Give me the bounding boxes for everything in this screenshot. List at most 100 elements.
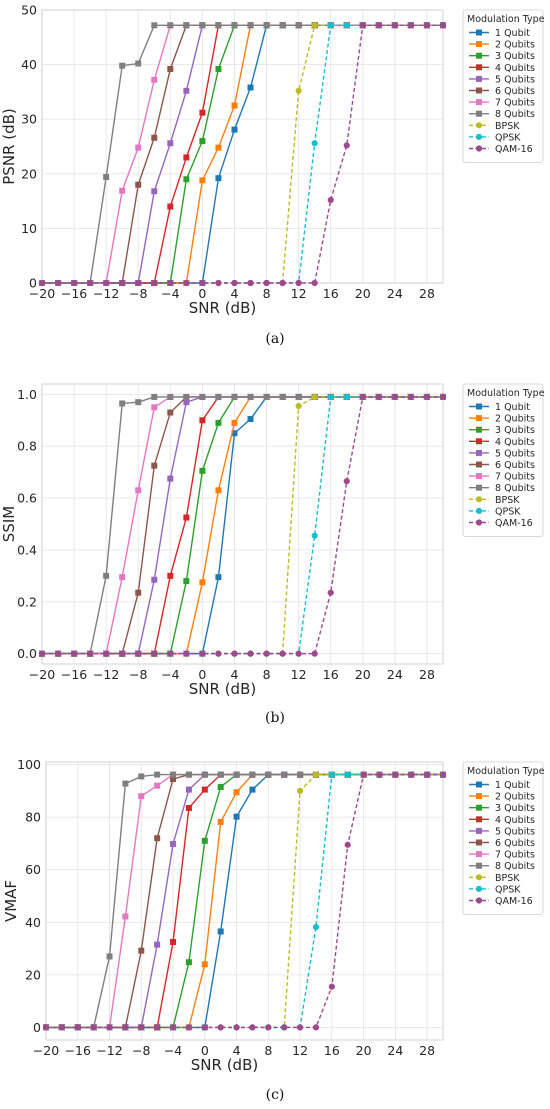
- chart-psnr: −20 −16 −12 −8 −4 0 4 8 12 16 20 24 28 0 10 20 30 40 50 SNR…: [0, 3, 545, 348]
- legend-box: [462, 761, 544, 916]
- data-point: [106, 1024, 113, 1031]
- data-point: [247, 22, 254, 29]
- series-group: [38, 393, 447, 657]
- data-point: [247, 84, 254, 91]
- panel-caption: (c): [266, 1087, 285, 1103]
- x-tick-label: 0: [198, 667, 206, 682]
- x-tick-label: −16: [61, 667, 87, 682]
- data-point: [106, 953, 113, 960]
- data-point: [215, 419, 222, 426]
- data-point: [215, 175, 222, 182]
- legend-label: 4 Qubits: [495, 63, 535, 74]
- data-point: [199, 109, 206, 116]
- legend-label: 8 Qubits: [495, 861, 535, 872]
- legend-entry: 8 Qubits: [469, 483, 535, 494]
- data-point: [201, 1024, 208, 1031]
- x-tick-label: 28: [419, 286, 435, 301]
- data-point: [154, 1024, 161, 1031]
- legend-title: Modulation Type: [467, 14, 545, 25]
- data-point: [311, 22, 318, 29]
- data-point: [359, 22, 366, 29]
- data-point: [201, 961, 208, 968]
- data-point: [151, 576, 158, 583]
- legend-label: QAM-16: [495, 518, 533, 529]
- legend-swatch-marker: [475, 133, 483, 140]
- legend-swatch-marker: [476, 839, 482, 846]
- data-point: [295, 22, 302, 29]
- legend-swatch-marker: [476, 793, 482, 800]
- legend-box: [462, 9, 544, 164]
- data-point: [233, 1024, 240, 1031]
- legend-label: QPSK: [495, 132, 521, 143]
- data-point: [167, 22, 174, 29]
- legend-swatch-marker: [476, 816, 482, 823]
- data-point: [135, 487, 142, 494]
- data-point: [199, 22, 206, 29]
- data-point: [122, 1024, 129, 1031]
- x-tick-label: 28: [419, 1043, 435, 1058]
- x-tick-label: 4: [233, 1043, 241, 1058]
- x-tick-label: 12: [292, 1043, 308, 1058]
- x-axis-label: SNR (dB): [191, 1056, 258, 1074]
- y-tick-label: 30: [21, 112, 37, 127]
- legend-entry: 3 Qubits: [469, 425, 535, 436]
- data-point: [151, 188, 158, 195]
- data-point: [38, 650, 46, 657]
- data-point: [199, 279, 206, 287]
- data-point: [215, 393, 222, 400]
- legend-entry: QPSK: [469, 884, 521, 895]
- data-point: [151, 393, 158, 400]
- data-point: [249, 786, 256, 793]
- x-tick-label: 4: [231, 286, 239, 301]
- data-point: [296, 787, 304, 795]
- data-point: [231, 650, 238, 657]
- data-point: [167, 475, 174, 482]
- legend-label: 6 Qubits: [495, 460, 535, 471]
- x-tick-label: 16: [323, 667, 339, 682]
- data-point: [311, 650, 318, 657]
- legend-label: QPSK: [495, 506, 521, 517]
- x-tick-label: 12: [291, 286, 307, 301]
- data-point: [183, 393, 190, 400]
- legend-entry: 1 Qubit: [469, 28, 530, 39]
- legend-title: Modulation Type: [467, 766, 545, 777]
- legend-swatch-marker: [476, 438, 482, 445]
- data-point: [38, 279, 46, 287]
- legend-label: 7 Qubits: [495, 850, 535, 861]
- y-tick-label: 60: [25, 862, 41, 877]
- legend-swatch-marker: [475, 874, 483, 881]
- legend-swatch-marker: [476, 461, 482, 468]
- data-point: [215, 487, 222, 494]
- data-point: [135, 589, 142, 596]
- data-point: [247, 650, 254, 657]
- legend-entry: BPSK: [469, 121, 520, 132]
- series-qam-16: [38, 22, 447, 287]
- x-tick-label: 28: [419, 667, 435, 682]
- data-point: [167, 203, 174, 210]
- legend-entry: 6 Qubits: [469, 86, 535, 97]
- data-point: [263, 650, 270, 657]
- legend-entry: 7 Qubits: [469, 98, 535, 109]
- data-point: [311, 279, 318, 287]
- x-tick-label: −12: [93, 667, 119, 682]
- y-tick-label: 0: [33, 1020, 41, 1035]
- legend-label: 4 Qubits: [495, 815, 535, 826]
- legend-swatch-marker: [475, 897, 483, 904]
- data-point: [138, 793, 145, 800]
- data-point: [279, 279, 286, 287]
- plot-area: [42, 10, 443, 283]
- x-tick-label: −8: [129, 667, 147, 682]
- data-point: [423, 393, 431, 401]
- y-tick-label: 0.2: [17, 594, 37, 609]
- legend-swatch-marker: [476, 827, 482, 834]
- legend-label: QAM-16: [495, 144, 533, 155]
- data-point: [297, 771, 304, 778]
- legend-label: 6 Qubits: [495, 86, 535, 97]
- data-point: [42, 1024, 50, 1031]
- data-point: [231, 102, 238, 109]
- legend-swatch-marker: [476, 851, 482, 858]
- legend-swatch-marker: [475, 496, 483, 503]
